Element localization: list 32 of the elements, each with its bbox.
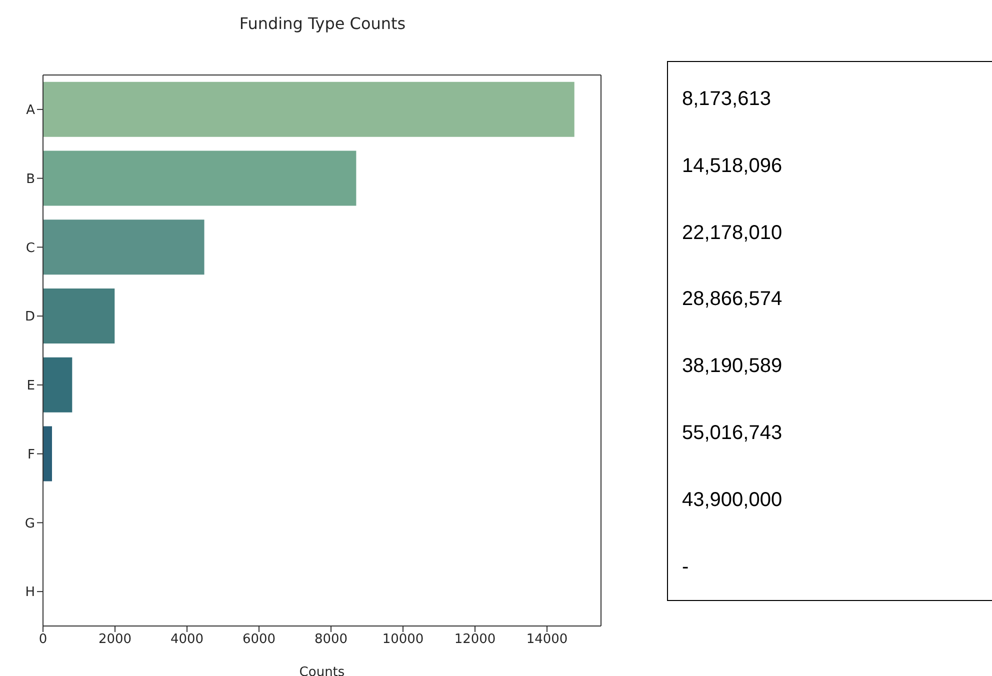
- bar: [43, 82, 574, 137]
- y-tick-label: H: [25, 585, 35, 600]
- text: 28,866,574: [682, 287, 782, 312]
- y-tick-label: F: [28, 447, 35, 462]
- x-tick-label: 14000: [526, 632, 568, 648]
- chart-title: Funding Type Counts: [238, 14, 407, 33]
- x-axis-title: Counts: [299, 665, 345, 676]
- bar: [43, 357, 72, 412]
- y-tick-label: G: [24, 516, 35, 532]
- x-tick-label: 4000: [170, 632, 204, 648]
- text: 14,518,096: [682, 154, 782, 179]
- bar: [43, 150, 356, 206]
- text: 22,178,010: [682, 220, 782, 246]
- text: 55,016,743: [682, 421, 782, 446]
- y-tick-label: A: [26, 103, 36, 118]
- x-tick-label: 8000: [314, 632, 348, 648]
- text: 8,173,613: [682, 87, 771, 112]
- y-tick-label: D: [24, 310, 35, 325]
- text: 43,900,000: [682, 488, 782, 513]
- y-tick-label: C: [26, 240, 35, 256]
- text: 38,190,589: [682, 354, 782, 380]
- x-tick-label: 10000: [382, 632, 424, 648]
- bar: [43, 220, 204, 275]
- y-tick-label: E: [26, 378, 35, 394]
- x-tick-label: 0: [38, 632, 48, 648]
- x-tick-label: 12000: [454, 632, 496, 648]
- bar: [43, 288, 115, 344]
- y-tick-label: B: [26, 172, 35, 187]
- text: -: [682, 554, 689, 580]
- x-tick-label: 6000: [242, 632, 276, 648]
- bar: [43, 426, 52, 482]
- x-tick-label: 2000: [98, 632, 132, 648]
